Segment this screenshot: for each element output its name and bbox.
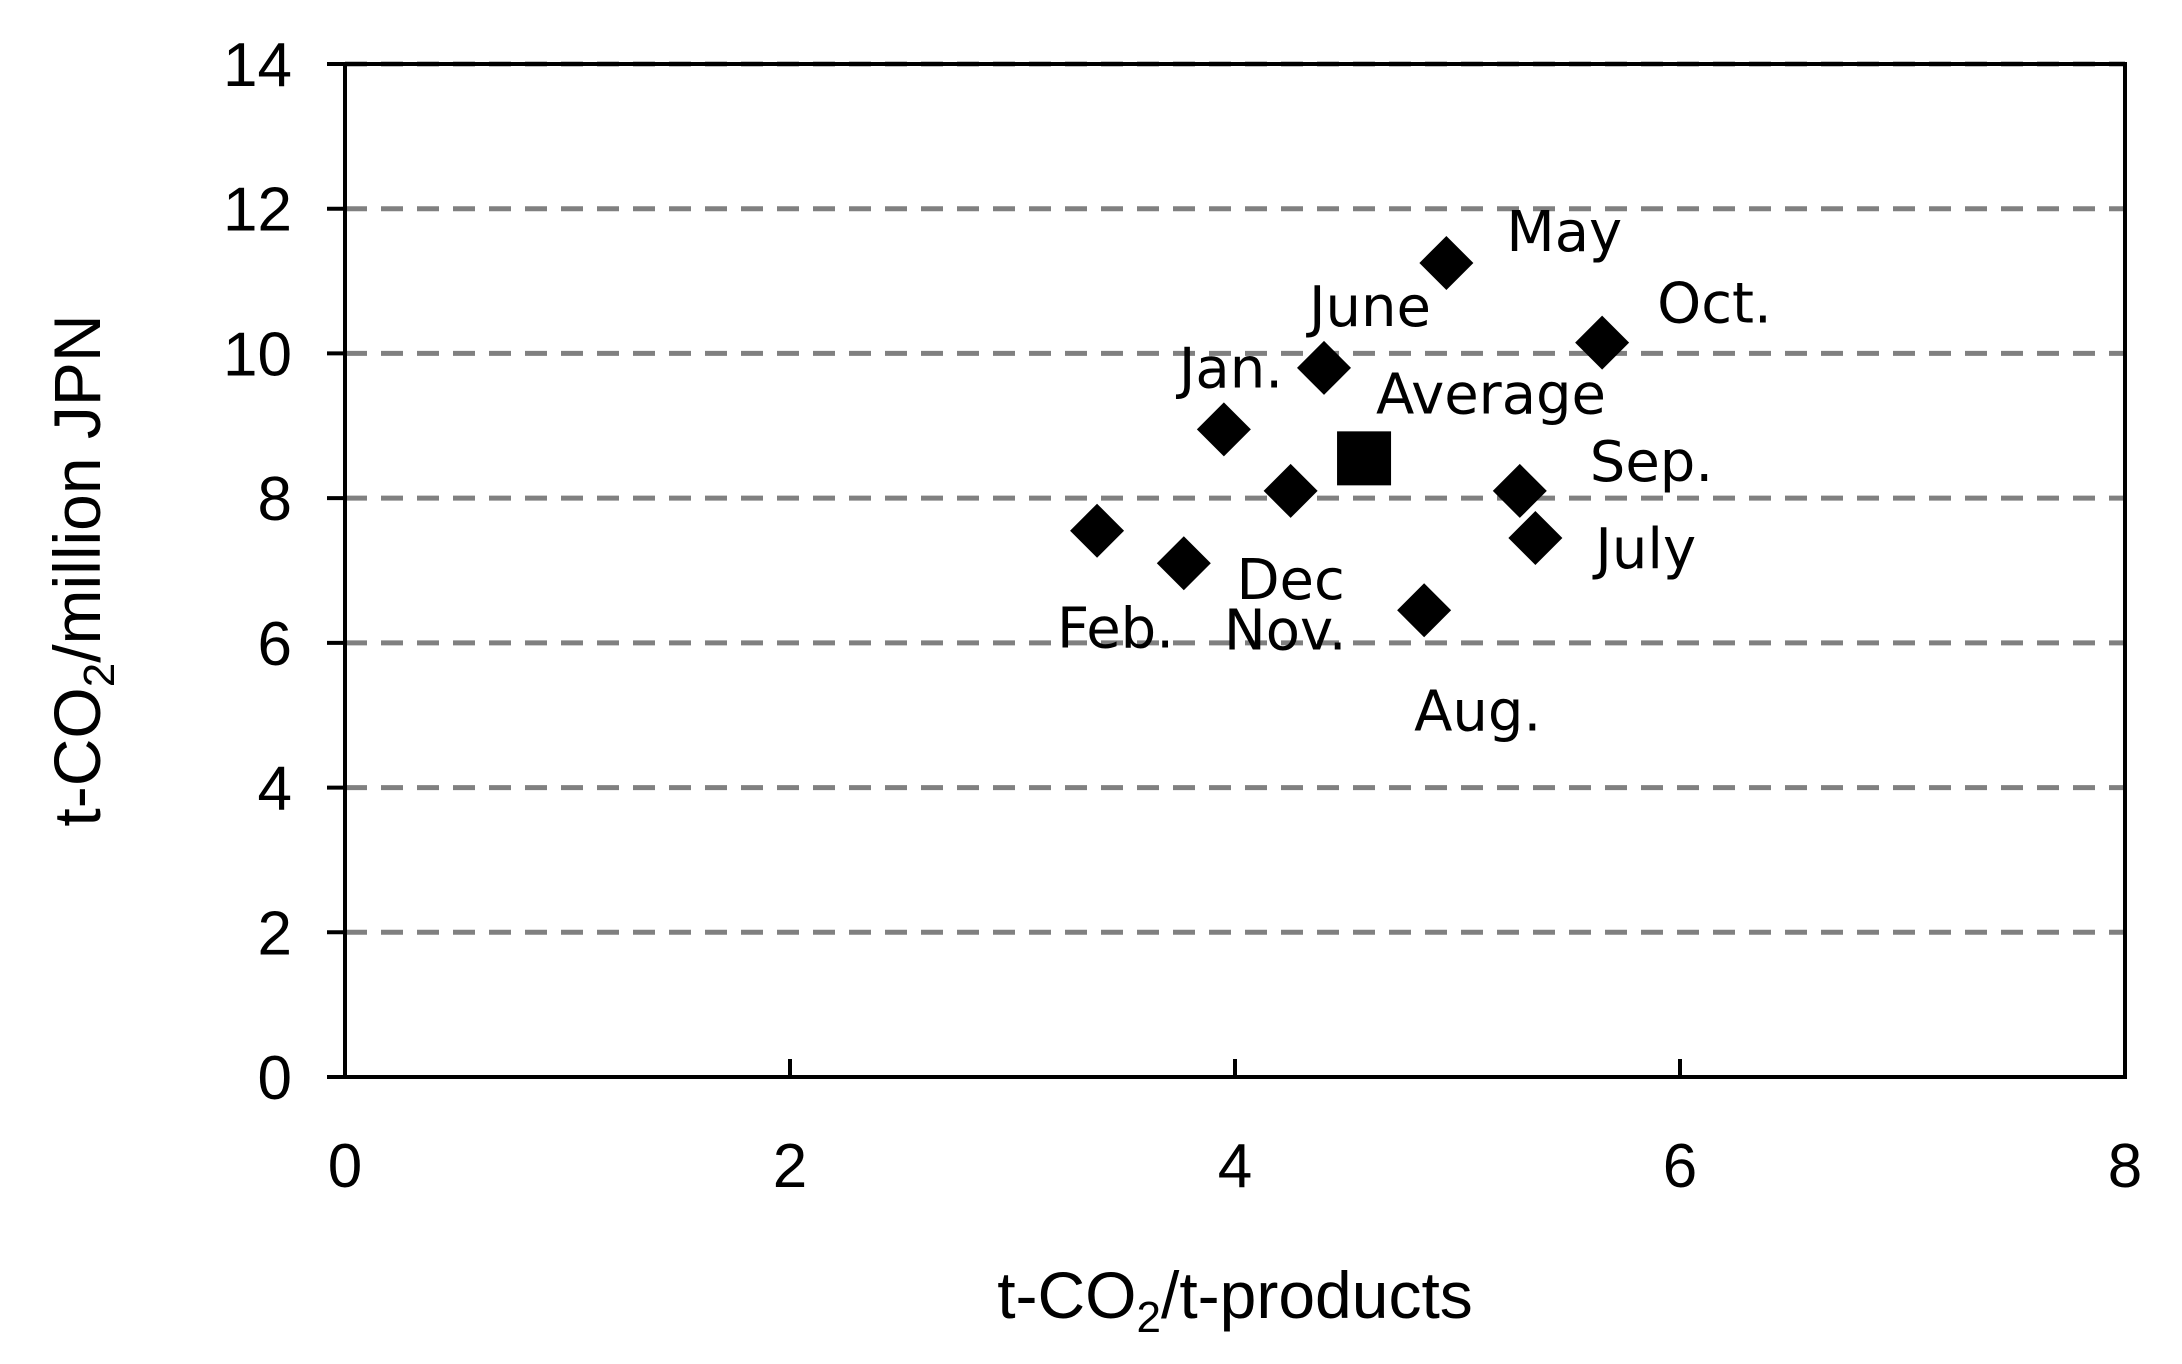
y-tick-label-12: 12 (223, 176, 292, 245)
y-tick-label-10: 10 (223, 320, 292, 389)
y-axis-title: t-CO2/million JPN (40, 314, 124, 826)
x-axis-title: t-CO2/t-products (997, 1258, 1473, 1342)
y-tick-label-8: 8 (258, 465, 292, 534)
x-tick-label-4: 4 (1218, 1132, 1252, 1201)
point-jan (1196, 402, 1251, 457)
point-dec (1263, 463, 1318, 518)
point-label-sep: Sep. (1590, 430, 1713, 495)
x-tick-label-2: 2 (773, 1132, 807, 1201)
y-tick-label-6: 6 (258, 610, 292, 679)
data-points (1070, 235, 1630, 638)
point-label-july: July (1592, 517, 1696, 582)
point-label-aug: Aug. (1414, 679, 1541, 744)
y-axis-title-prefix: t-CO (40, 687, 114, 826)
point-label-feb: Feb. (1057, 597, 1174, 662)
point-label-dec: Dec (1236, 548, 1344, 613)
point-label-nov: Nov. (1224, 598, 1347, 663)
point-may (1419, 235, 1474, 290)
point-sep (1492, 463, 1547, 518)
y-tick-label-4: 4 (258, 755, 292, 824)
x-axis-title-subscript: 2 (1137, 1293, 1161, 1342)
y-axis-title-subscript: 2 (75, 663, 124, 687)
point-label-june: June (1306, 275, 1431, 340)
point-labels: May Oct. June Jan. Dec Sep. July Feb. Nov. Aug. Av… (1057, 200, 1772, 744)
plot-area-frame (343, 62, 2127, 1079)
y-tick-label-0: 0 (258, 1044, 292, 1113)
point-june (1297, 340, 1351, 395)
point-aug (1397, 583, 1452, 638)
point-july (1508, 510, 1563, 565)
x-axis-title-suffix: /t-products (1161, 1258, 1473, 1332)
point-label-jan: Jan. (1176, 336, 1283, 401)
x-tick-label-6: 6 (1663, 1132, 1697, 1201)
x-axis-ticks: 0 2 4 6 8 (328, 1059, 2142, 1201)
y-tick-label-2: 2 (258, 899, 292, 968)
point-nov (1156, 536, 1211, 591)
y-tick-label-14: 14 (223, 31, 292, 100)
point-oct (1575, 315, 1630, 370)
y-axis-title-suffix: /million JPN (40, 314, 114, 662)
x-axis-title-prefix: t-CO (997, 1258, 1136, 1332)
point-label-may: May (1506, 200, 1622, 265)
x-tick-label-0: 0 (328, 1132, 362, 1201)
y-axis-ticks: 0 2 4 6 8 10 12 14 (223, 31, 345, 1113)
point-label-oct: Oct. (1657, 272, 1772, 337)
point-label-average: Average (1376, 362, 1606, 427)
point-feb (1070, 503, 1125, 558)
point-average (1337, 431, 1392, 486)
gridlines (345, 61, 2125, 935)
x-tick-label-8: 8 (2108, 1132, 2142, 1201)
